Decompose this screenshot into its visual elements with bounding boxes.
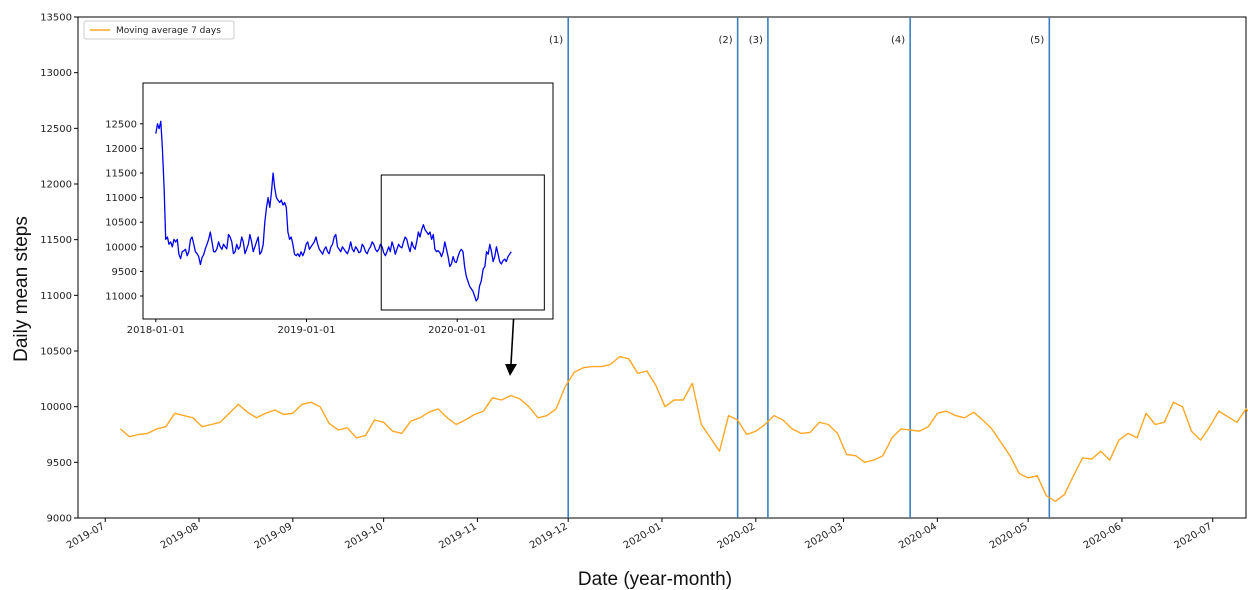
y-tick-label: 10000 xyxy=(40,402,72,413)
inset-y-tick-label: 11500 xyxy=(105,169,137,180)
y-tick-label: 11000 xyxy=(40,291,72,302)
event-label: (5) xyxy=(1030,35,1044,46)
y-tick-label: 12000 xyxy=(40,180,72,191)
inset-series-line xyxy=(155,120,512,302)
inset-y-tick-label: 12000 xyxy=(105,144,137,155)
y-tick-label: 13500 xyxy=(40,13,72,24)
series-line xyxy=(119,355,1248,502)
inset-x-tick-label: 2019-01-01 xyxy=(277,325,335,336)
inset-y-tick-label: 12500 xyxy=(105,119,137,130)
y-tick-label: 11500 xyxy=(40,235,72,246)
inset-y-tick-label: 9500 xyxy=(112,267,137,278)
inset-x-tick-label: 2018-01-01 xyxy=(127,325,185,336)
legend-box xyxy=(83,20,235,40)
inset-zoom-box xyxy=(380,174,545,311)
zoom-arrow-head xyxy=(505,364,517,376)
event-label: (1) xyxy=(549,35,563,46)
event-label: (3) xyxy=(749,35,763,46)
inset-y-tick-label: 10500 xyxy=(105,218,137,229)
y-tick-label: 10500 xyxy=(40,347,72,358)
inset-y-tick-label: 10000 xyxy=(105,242,137,253)
inset-plot: 9500 10000 10500 11000 11500 12000 12500 11000 2… xyxy=(105,82,554,336)
inset-frame xyxy=(142,82,554,320)
y-tick-label: 12500 xyxy=(40,124,72,135)
legend-label: Moving average 7 days xyxy=(116,26,221,36)
y-tick-label: 9500 xyxy=(47,458,72,469)
y-tick-label: 13000 xyxy=(40,68,72,79)
inset-x-tick-label: 2020-01-01 xyxy=(428,325,486,336)
event-label: (4) xyxy=(891,35,905,46)
event-label: (2) xyxy=(718,35,732,46)
inset-y-tick-label: 11000 xyxy=(105,292,137,303)
y-axis-label: Daily mean steps xyxy=(11,216,32,362)
y-tick-label: 9000 xyxy=(47,514,72,525)
inset-y-tick-label: 11000 xyxy=(105,193,137,204)
x-axis-label: Date (year-month) xyxy=(578,569,732,590)
